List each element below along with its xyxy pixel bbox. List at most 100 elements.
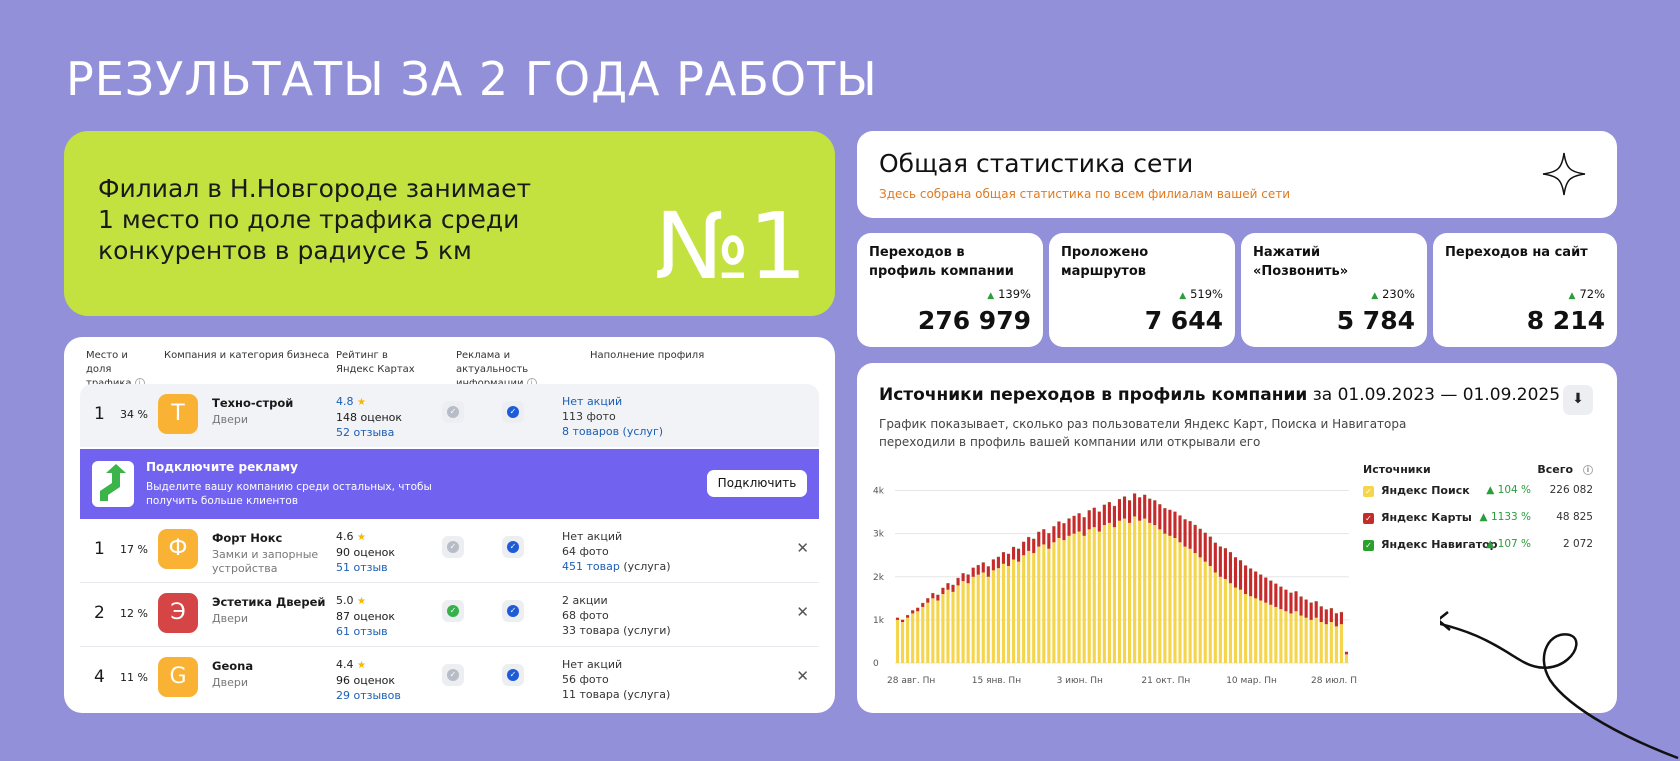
profile-fill: Нет акций 113 фото 8 товаров (услуг) (562, 394, 663, 439)
close-icon[interactable]: ✕ (796, 539, 809, 557)
star-icon: ★ (357, 596, 366, 607)
bar-segment (1238, 560, 1243, 590)
bar-segment (1299, 615, 1303, 663)
kpi-label: Переходов в профиль компании (869, 245, 1014, 279)
x-tick-label: 28 июл. Пн (1311, 676, 1357, 686)
bar-segment (1062, 540, 1066, 663)
connect-button[interactable]: Подключить (707, 470, 807, 497)
network-stats-title: Общая статистика сети (879, 149, 1194, 178)
bar-segment (1092, 507, 1096, 528)
rating-value: 4.4 (336, 658, 354, 671)
bar-segment (1047, 533, 1051, 549)
bar-segment (991, 570, 995, 663)
kpi-label: Переходов на сайт (1445, 245, 1588, 260)
download-icon[interactable]: ⬇ (1563, 385, 1593, 415)
table-row[interactable]: 4 11 % G Geona Двери 4.4 ★ 96 оценок 29 … (80, 647, 819, 710)
legend-item-navigator[interactable]: ✓ Яндекс Навигатор ▲ 107 % 2 072 (1363, 537, 1593, 564)
bar-segment (1001, 563, 1006, 663)
star-icon: ★ (357, 397, 366, 408)
info-status-icon: ✓ (502, 600, 524, 622)
rating-value: 4.8 (336, 395, 354, 408)
kpi-growth: ▲ 139% (987, 287, 1031, 301)
info-icon[interactable]: i (1583, 465, 1593, 475)
company-name: Эстетика Дверей (212, 595, 326, 609)
checkbox-icon[interactable]: ✓ (1363, 513, 1374, 524)
legend-item-search[interactable]: ✓ Яндекс Поиск ▲ 104 % 226 082 (1363, 483, 1593, 510)
kpi-value: 276 979 (917, 306, 1031, 335)
close-icon[interactable]: ✕ (796, 603, 809, 621)
bar-segment (956, 578, 960, 586)
reviews-link[interactable]: 51 отзыв (336, 561, 388, 574)
bar-segment (986, 576, 990, 663)
legend-item-maps[interactable]: ✓ Яндекс Карты ▲ 1133 % 48 825 (1363, 510, 1593, 537)
bar-segment (1052, 526, 1056, 543)
close-icon[interactable]: ✕ (796, 667, 809, 685)
bar-segment (976, 565, 980, 575)
table-row[interactable]: 2 12 % Э Эстетика Дверей Двери 5.0 ★ 87 … (80, 583, 819, 646)
y-tick-label: 2k (873, 573, 885, 583)
bar-segment (911, 610, 915, 614)
bar-segment (1213, 572, 1217, 663)
bar-segment (1178, 515, 1182, 543)
ratings-count: 90 оценок (336, 546, 396, 559)
bar-segment (1244, 594, 1248, 663)
bar-segment (916, 607, 920, 612)
row-place: 2 (94, 603, 105, 623)
growth-arrow-icon (92, 461, 134, 507)
reviews-link[interactable]: 52 отзыва (336, 426, 395, 439)
goods-link[interactable]: 8 товаров (услуг) (562, 425, 664, 438)
bar-segment (1259, 574, 1263, 601)
highlight-text: Филиал в Н.Новгороде занимает 1 место по… (98, 173, 568, 266)
bar-segment (1082, 517, 1086, 536)
kpi-card-calls: Нажатий «Позвонить» ▲ 230% 5 784 (1241, 233, 1427, 347)
checkbox-icon[interactable]: ✓ (1363, 540, 1374, 551)
bar-segment (1314, 601, 1318, 618)
photos-count: 68 фото (562, 609, 609, 622)
bar-segment (1244, 565, 1248, 595)
kpi-growth: ▲ 519% (1179, 287, 1223, 301)
bar-segment (1238, 589, 1243, 663)
bar-segment (1072, 515, 1076, 534)
bar-segment (1112, 506, 1116, 528)
network-stats-subtitle: Здесь собрана общая статистика по всем ф… (879, 187, 1291, 201)
star-icon: ★ (357, 660, 366, 671)
bar-segment (936, 594, 940, 601)
legend-growth: ▲ 104 % (1486, 484, 1531, 496)
bar-segment (961, 581, 965, 663)
y-tick-label: 3k (873, 530, 885, 540)
company-name: Форт Нокс (212, 531, 283, 545)
bar-segment (1289, 592, 1293, 614)
photos-count: 56 фото (562, 673, 609, 686)
bar-segment (1072, 533, 1076, 663)
row-share: 12 % (120, 607, 148, 620)
bar-segment (986, 566, 990, 577)
table-row[interactable]: 1 34 % Т Техно-строй Двери 4.8 ★ 148 оце… (80, 384, 819, 447)
bar-segment (916, 611, 920, 663)
reviews-link[interactable]: 61 отзыв (336, 625, 388, 638)
bar-segment (1097, 531, 1101, 663)
reviews-link[interactable]: 29 отзывов (336, 689, 401, 702)
bar-segment (1037, 531, 1041, 547)
bar-segment (1173, 511, 1177, 538)
bar-segment (1299, 596, 1303, 616)
highlight-line-3: конкурентов в радиусе 5 км (98, 236, 472, 265)
bar-segment (951, 584, 955, 592)
checkbox-icon[interactable]: ✓ (1363, 486, 1374, 497)
bar-segment (1032, 538, 1036, 554)
goods-link[interactable]: 451 товар (562, 560, 620, 573)
bar-segment (1269, 580, 1273, 605)
promos-text: 2 акции (562, 594, 608, 607)
profile-fill: Нет акций 56 фото 11 товара (услуга) (562, 657, 670, 702)
bar-segment (951, 591, 955, 663)
bar-segment (1112, 527, 1116, 663)
bar-segment (1163, 533, 1167, 663)
promos-link[interactable]: Нет акций (562, 395, 623, 408)
table-row[interactable]: 1 17 % Ф Форт Нокс Замки и запорные устр… (80, 519, 819, 582)
bar-segment (1077, 513, 1081, 532)
rating-block: 5.0 ★ 87 оценок 61 отзыв (336, 593, 395, 639)
bar-segment (1309, 602, 1313, 620)
kpi-label: Проложено маршрутов (1061, 245, 1149, 279)
bar-segment (1304, 617, 1308, 663)
info-status-icon: ✓ (502, 536, 524, 558)
sparkle-icon (1541, 151, 1587, 201)
